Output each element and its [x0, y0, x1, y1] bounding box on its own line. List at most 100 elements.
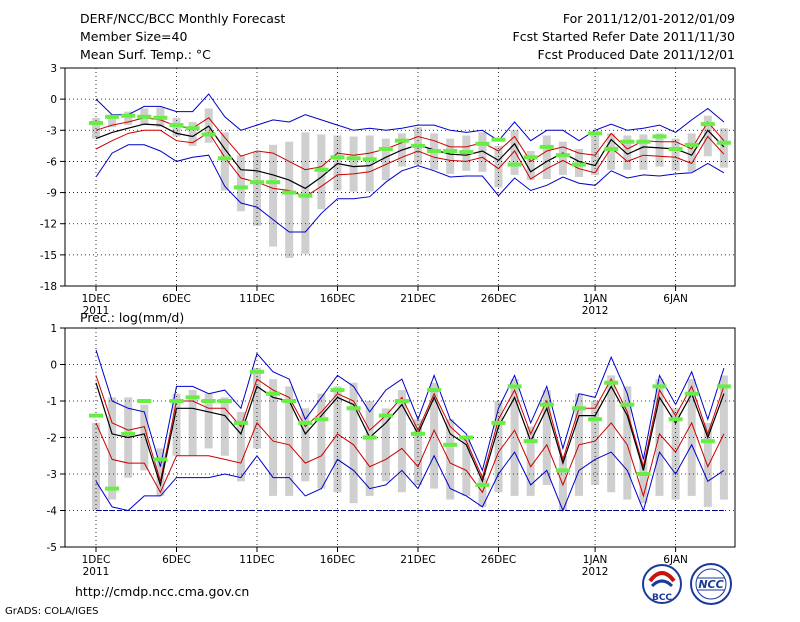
precip-marker-day-15: [314, 417, 329, 422]
precip-marker-day-40: [716, 384, 731, 389]
precip-marker-day-37: [668, 417, 683, 422]
precip-ytick-label: -4: [47, 506, 58, 518]
temp-marker-day-32: [588, 131, 603, 136]
precip-box-day-17: [349, 382, 358, 504]
temp-marker-day-1: [89, 121, 103, 126]
temp-marker-day-10: [233, 185, 248, 190]
temp-marker-day-17: [346, 156, 361, 161]
precip-box-day-33: [607, 375, 616, 493]
temp-box-day-40: [719, 128, 728, 168]
precip-box-day-22: [430, 382, 439, 489]
temp-marker-day-12: [266, 180, 281, 185]
refer-date-label: Fcst Started Refer Date 2011/11/30: [513, 29, 736, 44]
precip-box-day-14: [301, 408, 310, 482]
temp-box-day-9: [220, 132, 229, 191]
source-url[interactable]: http://cmdp.ncc.cma.gov.cn: [75, 584, 249, 599]
precip-marker-day-39: [700, 439, 715, 444]
temp-box-day-33: [607, 133, 616, 170]
temp-box-day-36: [655, 133, 664, 167]
precip-box-day-15: [317, 393, 326, 489]
temp-ytick-label: -18: [40, 281, 57, 293]
precip-box-day-30: [558, 455, 567, 511]
temp-box-day-26: [494, 145, 503, 188]
precip-marker-day-21: [411, 431, 425, 436]
precip-box-day-19: [381, 408, 390, 482]
temp-marker-day-29: [539, 144, 554, 149]
temp-xtick-label: 1JAN: [583, 293, 608, 305]
precip-marker-day-17: [346, 406, 361, 411]
precip-marker-day-13: [282, 399, 297, 403]
precip-xtick-label: 16DEC: [320, 554, 355, 566]
precip-ytick-label: -1: [47, 396, 57, 408]
precip-box-day-16: [333, 386, 342, 493]
temp-series-max: [95, 93, 725, 142]
ncc-logo-text: NCC: [698, 578, 723, 591]
variable-label: Mean Surf. Temp.: °C: [80, 47, 211, 62]
precip-marker-day-30: [555, 468, 570, 473]
temp-xtick-label: 16DEC: [320, 293, 355, 305]
temp-series-upper: [95, 117, 725, 171]
temp-ytick-label: -15: [40, 250, 57, 262]
precip-marker-day-35: [636, 472, 651, 476]
precip-box-day-1: [92, 422, 100, 511]
temp-box-day-10: [236, 155, 245, 212]
grads-credit: GrADS: COLA/IGES: [5, 606, 99, 617]
precip-xtick-label: 21DEC: [400, 554, 435, 566]
temp-marker-day-35: [636, 139, 651, 144]
precip-marker-day-38: [684, 391, 699, 396]
temp-box-day-3: [124, 111, 133, 126]
precip-series-upper: [95, 375, 725, 482]
temp-frame: [64, 67, 736, 287]
temp-xtick-label: 6DEC: [162, 293, 191, 305]
precip-xtick-label: 1DEC: [82, 554, 111, 566]
precip-marker-day-29: [539, 402, 554, 407]
precip-box-day-40: [719, 375, 728, 500]
temp-marker-day-6: [169, 123, 184, 128]
temp-box-day-37: [671, 138, 680, 171]
temp-marker-day-34: [620, 139, 635, 144]
temp-box-day-15: [317, 134, 326, 210]
precip-xtick-label: 6DEC: [162, 554, 191, 566]
temp-marker-day-16: [330, 155, 345, 160]
temp-box-day-35: [639, 134, 648, 170]
temp-box-day-12: [269, 144, 278, 247]
precip-box-day-37: [671, 408, 680, 500]
temp-marker-day-5: [153, 115, 168, 120]
precip-ytick-label: 1: [50, 323, 57, 335]
precip-marker-day-24: [459, 435, 474, 440]
temp-marker-day-7: [185, 126, 200, 131]
temp-box-day-2: [108, 114, 117, 128]
precip-box-day-39: [703, 422, 712, 507]
temp-marker-day-26: [491, 137, 506, 142]
temp-marker-day-22: [427, 149, 442, 154]
precip-box-day-32: [591, 401, 600, 485]
temp-box-day-29: [542, 135, 551, 180]
temp-marker-day-14: [298, 193, 313, 198]
precip-series-min: [95, 443, 725, 513]
precip-marker-day-31: [572, 406, 586, 411]
precip-box-day-2: [108, 397, 117, 500]
temp-box-day-23: [446, 138, 455, 174]
precip-box-day-35: [639, 459, 648, 504]
precip-xtick-label: 1JAN: [583, 554, 608, 566]
temp-box-day-38: [687, 133, 696, 172]
temp-marker-day-11: [250, 180, 264, 185]
precip-box-day-7: [188, 390, 197, 456]
temp-marker-day-33: [604, 146, 619, 151]
forecast-period-label: For 2011/12/01-2012/01/09: [563, 11, 735, 26]
precip-marker-day-33: [604, 380, 619, 385]
precip-panel-title: Prec.: log(mm/d): [80, 310, 184, 325]
temp-marker-day-28: [523, 155, 538, 160]
temp-xtick-label: 11DEC: [239, 293, 274, 305]
precip-marker-day-23: [443, 442, 458, 447]
temp-marker-day-3: [121, 113, 136, 118]
produced-date-label: Fcst Produced Date 2011/12/01: [537, 47, 735, 62]
precip-ytick-label: -5: [47, 542, 57, 554]
temp-box-day-13: [285, 141, 294, 258]
precip-marker-day-22: [427, 388, 442, 393]
precip-box-day-20: [397, 390, 406, 493]
